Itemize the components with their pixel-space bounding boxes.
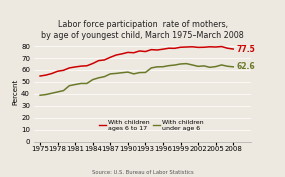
Y-axis label: Percent: Percent	[12, 79, 18, 105]
Text: 62.6: 62.6	[236, 62, 255, 71]
Title: Labor force participation  rate of mothers,
by age of youngest child, March 1975: Labor force participation rate of mother…	[41, 20, 244, 40]
Legend: With children
ages 6 to 17, With children
under age 6: With children ages 6 to 17, With childre…	[96, 118, 206, 133]
Text: Source: U.S. Bureau of Labor Statistics: Source: U.S. Bureau of Labor Statistics	[91, 170, 194, 175]
Text: 77.5: 77.5	[236, 45, 255, 54]
